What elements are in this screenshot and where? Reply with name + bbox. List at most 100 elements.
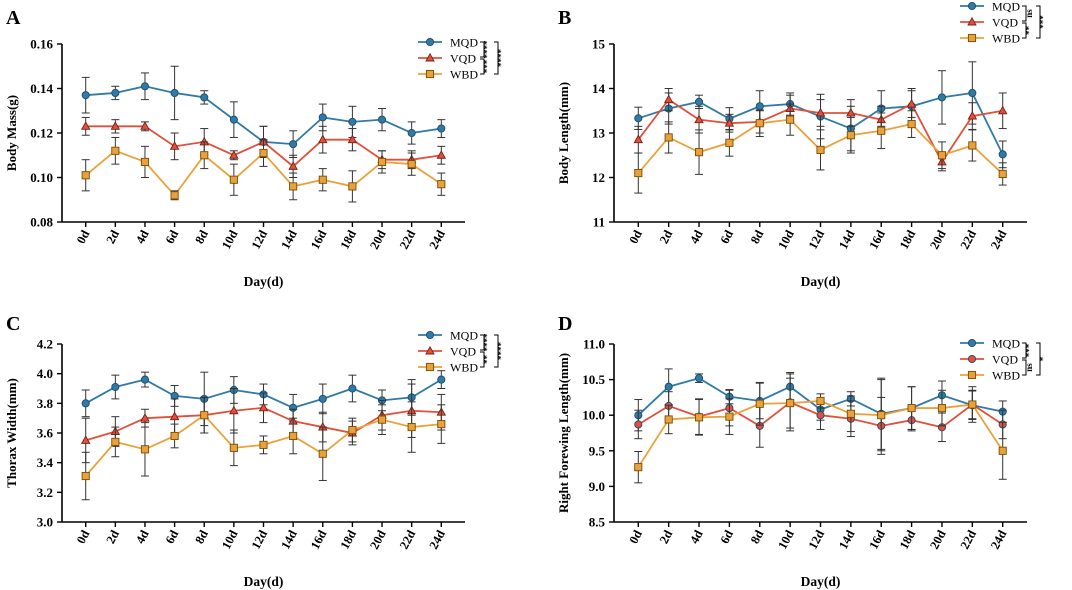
y-tick-label: 0.12 (30, 126, 53, 141)
sig-bracket-vqd-wbd (1022, 22, 1027, 39)
data-point (407, 160, 416, 169)
data-point (846, 131, 855, 140)
x-tick-label: 16d (866, 228, 888, 252)
legend-label: WBD (992, 32, 1020, 46)
x-tick-label: 18d (897, 528, 919, 552)
legend: MQD VQD WBD *** ns * (960, 337, 1048, 383)
y-tick-label: 14 (592, 81, 606, 96)
data-point (437, 375, 446, 384)
legend-label: VQD (450, 52, 476, 66)
x-tick-label: 22d (957, 228, 979, 252)
data-point (724, 118, 735, 127)
legend-marker (425, 69, 435, 79)
y-tick-label: 15 (592, 37, 606, 52)
x-tick-label: 8d (192, 228, 211, 246)
data-point (111, 382, 120, 392)
x-tick-label: 2d (657, 228, 676, 246)
y-axis-title: Body Length(mm) (556, 82, 571, 184)
x-tick-label: 14d (278, 528, 300, 552)
data-point (317, 134, 328, 144)
x-axis-title: Day(d) (801, 274, 841, 289)
sig-bracket-mqd-vqd-label: **** (482, 40, 492, 59)
data-point (664, 415, 673, 424)
legend-label: MQD (992, 337, 1020, 351)
data-point (170, 431, 179, 441)
sig-bracket-vqd-wbd-label: ** (482, 355, 492, 365)
x-tick-label: 0d (626, 528, 645, 546)
x-tick-label: 18d (338, 228, 360, 252)
data-point (877, 126, 886, 135)
sig-bracket-mqd-wbd (494, 41, 499, 75)
x-tick-label: 20d (927, 228, 949, 252)
y-tick-label: 3.8 (37, 396, 54, 411)
y-tick-label: 3.2 (37, 485, 53, 500)
x-axis-title: Day(d) (244, 274, 284, 289)
data-point (229, 175, 238, 184)
data-point (229, 405, 239, 415)
data-point (140, 121, 150, 130)
data-point (937, 151, 947, 160)
data-point (140, 375, 150, 384)
x-tick-label: 6d (717, 528, 736, 546)
data-point (258, 402, 269, 412)
x-axis-title: Day(d) (801, 574, 841, 589)
series-wbd (634, 103, 1007, 194)
sig-bracket-vqd-wbd (480, 58, 485, 75)
series-wbd (81, 136, 446, 203)
x-tick-label: 0d (74, 228, 93, 246)
legend-marker (425, 330, 435, 340)
y-tick-label: 4.2 (37, 337, 53, 352)
data-point (755, 102, 764, 111)
data-point (318, 175, 327, 184)
sig-bracket-mqd-vqd-label: ns (1024, 9, 1034, 18)
x-tick-label: 24d (988, 228, 1010, 252)
data-point (846, 409, 855, 418)
panel-c: C 3.0 3.2 3.4 3.6 3.8 4.0 4.2 0d 2d 4d 6d 8d 10d 12d 14… (4, 313, 506, 589)
legend-marker (967, 370, 977, 380)
sig-bracket-mqd-vqd-label: *** (1024, 343, 1034, 357)
x-tick-label: 16d (308, 528, 330, 552)
data-point (81, 399, 90, 408)
data-point (229, 115, 238, 124)
data-point (694, 114, 704, 124)
sig-bracket-mqd-vqd (1022, 342, 1027, 359)
x-tick-label: 10d (775, 228, 797, 252)
x-tick-label: 10d (219, 528, 241, 552)
data-point (877, 411, 886, 420)
data-point (634, 168, 643, 178)
data-point (694, 413, 704, 422)
data-point (998, 446, 1007, 455)
x-tick-label: 2d (103, 528, 122, 546)
panel-b: B 11 12 13 14 15 0d 2d 4d 6d 8d 10d 12d 14d 16d 18d 20d 2… (556, 0, 1048, 289)
panel-a: A 0.08 0.10 0.12 0.14 0.16 0d 2d 4d 6d 8d 10d 12d 14d… (4, 7, 506, 289)
sig-bracket-mqd-wbd (1036, 342, 1041, 376)
sig-bracket-mqd-wbd-label: **** (496, 342, 506, 361)
data-point (786, 115, 795, 124)
y-tick-label: 0.14 (30, 81, 53, 96)
y-tick-label: 9.5 (589, 443, 606, 458)
legend-label: VQD (450, 345, 476, 359)
y-tick-label: 9.0 (589, 479, 605, 494)
data-point (998, 169, 1007, 178)
legend-marker (967, 33, 977, 43)
y-tick-label: 10.5 (582, 372, 605, 387)
data-point (663, 94, 674, 104)
data-point (846, 107, 856, 117)
data-point (437, 180, 446, 189)
data-point (968, 141, 977, 150)
x-tick-label: 6d (717, 228, 736, 246)
data-point (436, 150, 447, 159)
data-point (81, 471, 90, 481)
x-tick-label: 4d (133, 528, 152, 546)
x-tick-label: 4d (687, 228, 706, 246)
data-point (907, 120, 916, 129)
x-tick-label: 16d (308, 228, 330, 252)
x-tick-label: 8d (748, 528, 767, 546)
data-point (111, 88, 120, 97)
series-wbd (634, 377, 1007, 484)
y-tick-label: 0.08 (30, 215, 53, 230)
sig-bracket-vqd-wbd-label: *** (482, 59, 492, 73)
y-tick-label: 0.16 (30, 37, 53, 52)
sig-bracket-vqd-wbd-label: ns (1024, 363, 1034, 372)
